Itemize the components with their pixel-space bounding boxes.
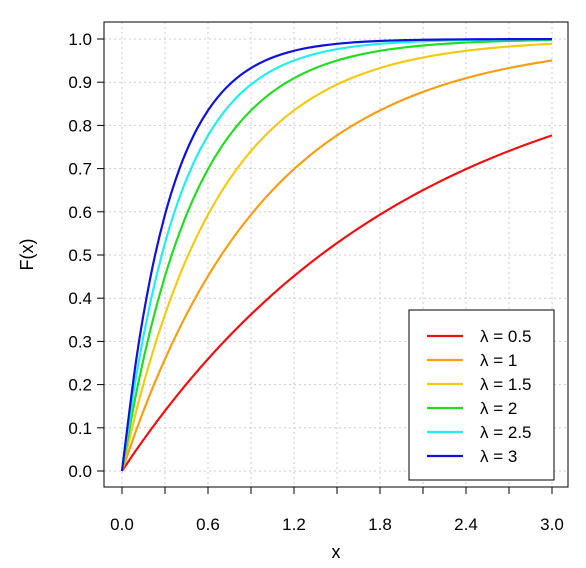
- x-tick-label: 1.8: [368, 515, 392, 534]
- legend-label: λ = 2.5: [480, 423, 532, 442]
- legend-label: λ = 2: [480, 399, 517, 418]
- legend: λ = 0.5 λ = 1 λ = 1.5 λ = 2 λ = 2.5 λ = 3: [408, 309, 555, 481]
- series-line: [120, 37, 553, 472]
- y-tick-label: 0.1: [68, 419, 92, 438]
- series-lines: [120, 37, 553, 472]
- legend-label: λ = 1.5: [480, 375, 532, 394]
- y-tick-label: 0.2: [68, 376, 92, 395]
- y-tick-label: 0.7: [68, 160, 92, 179]
- y-tick-label: 1.0: [68, 30, 92, 49]
- y-axis: 0.0 0.1 0.2 0.3 0.4 0.5 0.6 0.7 0.8 0.9 1.0: [68, 30, 104, 481]
- legend-box: [408, 309, 555, 481]
- y-tick-label: 0.5: [68, 246, 92, 265]
- x-tick-label: 1.2: [282, 515, 306, 534]
- x-axis: 0.0 0.6 1.2 1.8 2.4 3.0: [110, 487, 564, 534]
- x-tick-label: 2.4: [454, 515, 478, 534]
- series-line: [120, 59, 553, 472]
- legend-label: λ = 0.5: [480, 327, 532, 346]
- x-tick-label: 3.0: [540, 515, 564, 534]
- y-tick-label: 0.8: [68, 116, 92, 135]
- y-axis-label: F(x): [17, 239, 37, 271]
- x-tick-label: 0.6: [196, 515, 220, 534]
- y-tick-label: 0.6: [68, 203, 92, 222]
- y-tick-label: 0.0: [68, 462, 92, 481]
- series-line: [120, 38, 553, 472]
- legend-label: λ = 1: [480, 351, 517, 370]
- legend-label: λ = 3: [480, 447, 517, 466]
- series-line: [121, 134, 553, 472]
- series-line: [120, 42, 553, 472]
- y-tick-label: 0.4: [68, 289, 92, 308]
- x-tick-label: 0.0: [110, 515, 134, 534]
- y-tick-label: 0.3: [68, 332, 92, 351]
- x-axis-label: x: [332, 542, 341, 562]
- y-tick-label: 0.9: [68, 73, 92, 92]
